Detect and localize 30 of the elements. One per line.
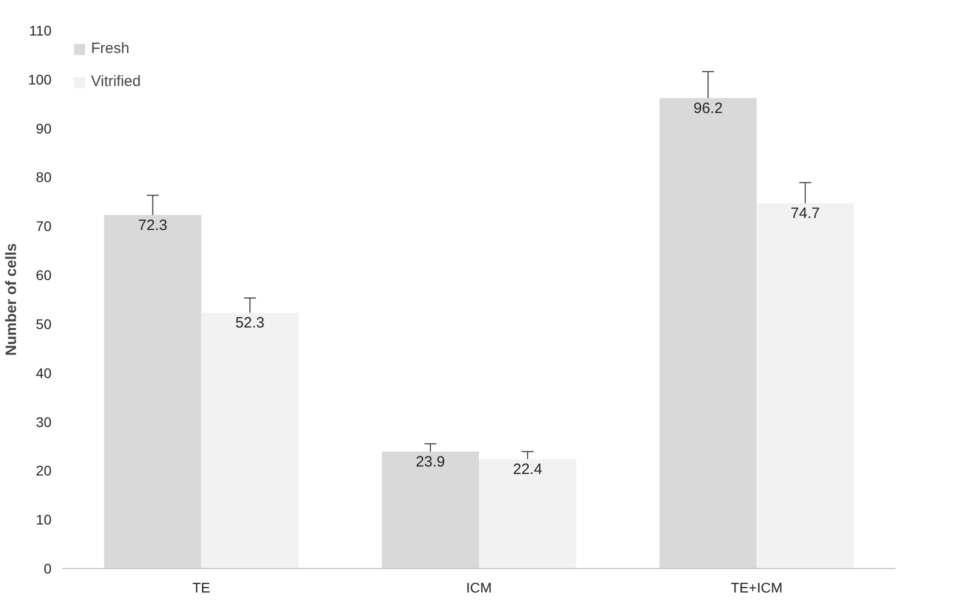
- x-tick-label: TE+ICM: [730, 580, 783, 596]
- bar: [104, 214, 202, 568]
- bar: [756, 203, 854, 568]
- y-tick-label: 70: [36, 218, 52, 234]
- y-tick-label: 90: [36, 120, 52, 136]
- data-label: 72.3: [138, 216, 168, 234]
- data-label: 22.4: [512, 460, 542, 478]
- y-tick-label: 30: [36, 414, 52, 430]
- data-label: 96.2: [693, 100, 723, 117]
- bar: [659, 98, 757, 568]
- y-tick-label: 80: [36, 169, 52, 186]
- legend-label: Fresh: [91, 40, 130, 57]
- bar: [479, 458, 576, 568]
- data-label: 52.3: [235, 314, 265, 332]
- data-label: 23.9: [416, 454, 446, 471]
- bar: [201, 312, 299, 568]
- y-axis-title: Number of cells: [3, 243, 20, 356]
- y-tick-label: 60: [36, 267, 52, 284]
- bar: [382, 452, 479, 568]
- y-tick-label: 20: [36, 462, 52, 479]
- y-tick-label: 40: [36, 364, 52, 381]
- y-tick-label: 110: [29, 22, 52, 38]
- legend-label: Vitrified: [91, 73, 141, 90]
- data-label: 74.7: [790, 205, 820, 222]
- y-tick-label: 50: [36, 316, 52, 332]
- x-tick-label: TE: [192, 580, 210, 596]
- y-tick-label: 0: [44, 560, 52, 576]
- x-tick-label: ICM: [466, 580, 492, 596]
- y-tick-label: 100: [28, 71, 52, 88]
- y-tick-label: 10: [36, 512, 52, 528]
